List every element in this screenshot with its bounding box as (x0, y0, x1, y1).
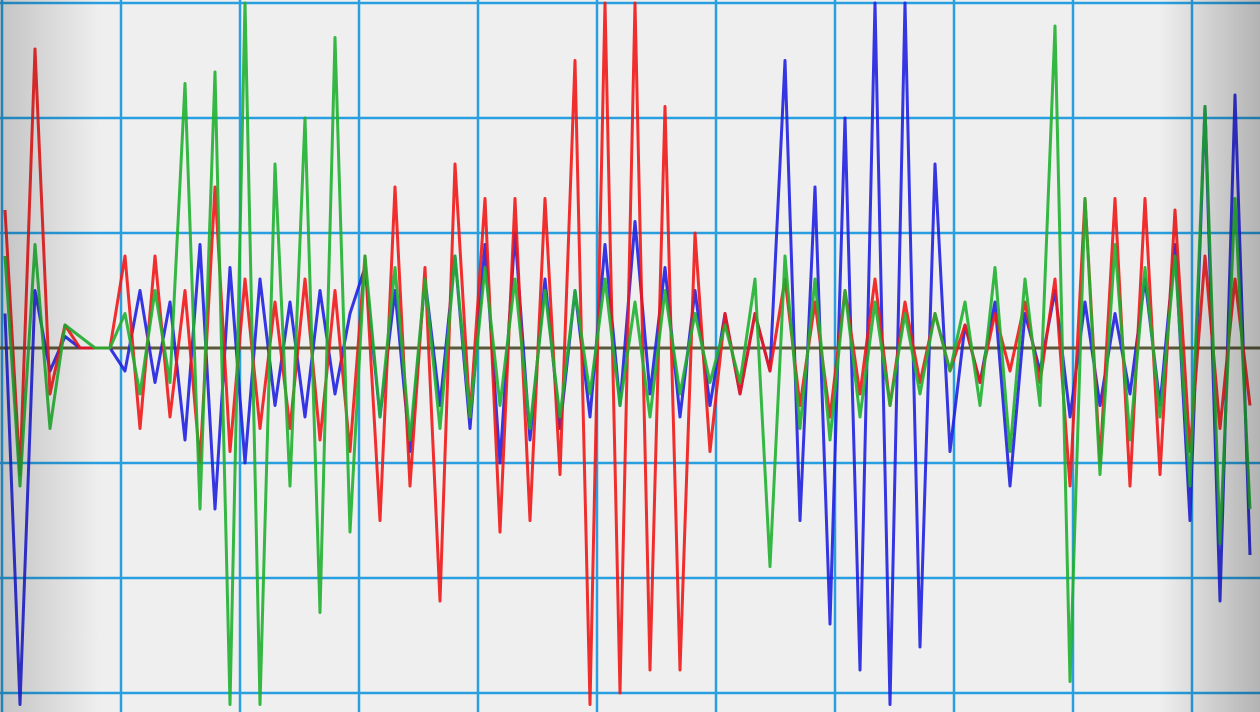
series-line-green (3, 1, 1252, 706)
series-lines (3, 1, 1252, 706)
